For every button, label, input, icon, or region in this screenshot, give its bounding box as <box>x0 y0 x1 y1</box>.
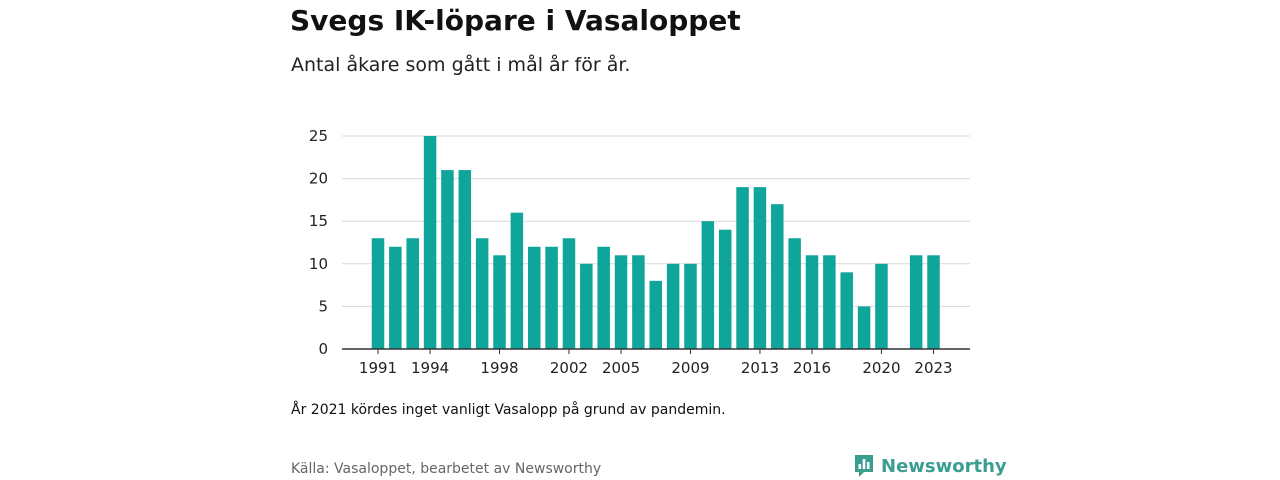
bar-2004 <box>597 246 610 349</box>
bar-2022 <box>909 255 923 349</box>
bar-2013 <box>753 187 767 349</box>
bar-2007 <box>649 280 663 349</box>
x-tick-label: 1991 <box>359 359 397 377</box>
bar-1995 <box>441 170 454 349</box>
x-tick-label: 2013 <box>741 359 779 377</box>
x-tick-label: 2020 <box>862 359 900 377</box>
y-tick-label: 25 <box>309 127 328 145</box>
x-tick-label: 1994 <box>411 359 449 377</box>
chart-subtitle: Antal åkare som gått i mål år för år. <box>291 54 631 76</box>
bar-1991 <box>371 238 385 349</box>
y-tick-label: 15 <box>309 212 328 230</box>
bar-2005 <box>614 255 628 349</box>
bar-2015 <box>788 238 801 349</box>
x-tick-label: 2023 <box>914 359 952 377</box>
newsworthy-logo-icon <box>855 455 873 477</box>
x-tick-label: 1998 <box>480 359 518 377</box>
bar-2003 <box>580 263 593 349</box>
bar-2020 <box>875 263 888 349</box>
x-tick-label: 2016 <box>793 359 831 377</box>
bar-2019 <box>857 306 871 349</box>
chart-note: År 2021 kördes inget vanligt Vasalopp på… <box>291 402 726 418</box>
bar-1999 <box>510 212 524 349</box>
y-tick-label: 10 <box>309 255 328 273</box>
bar-2018 <box>840 272 853 349</box>
brand-logo[interactable]: Newsworthy <box>853 453 1007 479</box>
bar-2006 <box>632 255 645 349</box>
bar-1993 <box>406 238 419 349</box>
chart-title: Svegs IK-löpare i Vasaloppet <box>290 4 741 37</box>
bar-2023 <box>927 255 940 349</box>
bar-2002 <box>562 238 576 349</box>
bar-2000 <box>527 246 541 349</box>
bar-2008 <box>666 263 680 349</box>
x-tick-label: 2002 <box>550 359 588 377</box>
brand-name: Newsworthy <box>881 455 1007 477</box>
bar-2001 <box>545 246 558 349</box>
x-tick-label: 2009 <box>671 359 709 377</box>
y-tick-label: 0 <box>318 340 328 358</box>
bar-2011 <box>718 229 732 349</box>
y-tick-label: 5 <box>318 297 328 315</box>
y-tick-label: 20 <box>309 170 328 188</box>
bar-2012 <box>736 187 749 349</box>
bar-1992 <box>389 246 402 349</box>
bar-2009 <box>684 263 697 349</box>
bar-2014 <box>771 204 784 349</box>
bar-1994 <box>423 136 437 349</box>
bar-1997 <box>475 238 489 349</box>
bar-2017 <box>823 255 836 349</box>
bar-2016 <box>805 255 819 349</box>
bar-1998 <box>493 255 506 349</box>
bar-2010 <box>701 221 715 349</box>
source-credit: Källa: Vasaloppet, bearbetet av Newswort… <box>291 461 602 477</box>
bar-1996 <box>458 170 472 349</box>
x-tick-label: 2005 <box>602 359 640 377</box>
